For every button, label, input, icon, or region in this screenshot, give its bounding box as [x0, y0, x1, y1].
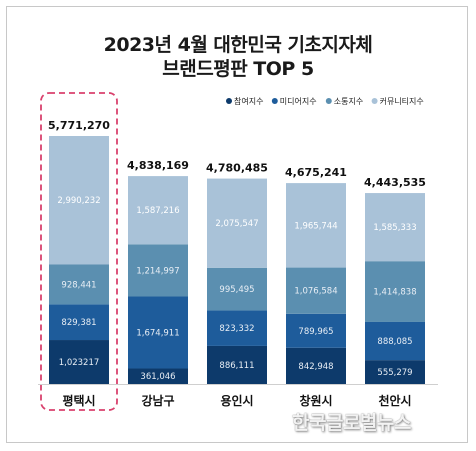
segment-value-label: 789,965 — [298, 327, 333, 337]
category-label: 용인시 — [220, 393, 253, 408]
category-label: 평택시 — [62, 393, 95, 408]
segment-value-label: 928,441 — [61, 280, 96, 290]
segment-value-label: 886,111 — [219, 361, 254, 371]
segment-value-label: 1,076,584 — [294, 287, 337, 297]
segment-value-label: 1,674,911 — [136, 328, 179, 338]
legend-swatch-3 — [325, 98, 332, 104]
bar-segment-3-series-4 — [207, 178, 267, 268]
bar-segment-1-series-2 — [49, 304, 109, 341]
bar-segment-1-series-3 — [49, 264, 109, 305]
segment-value-label: 995,495 — [219, 285, 254, 295]
category-label: 천안시 — [378, 393, 411, 408]
total-value-label: 4,838,169 — [127, 159, 189, 172]
legend-swatch-2 — [271, 98, 278, 104]
bar-segment-1-series-1 — [49, 340, 109, 384]
total-value-label: 4,675,241 — [285, 166, 347, 179]
legend-label-4: 커뮤니티지수 — [380, 96, 424, 106]
bar-segment-4-series-4 — [286, 183, 346, 268]
segment-value-label: 2,990,232 — [57, 196, 100, 206]
chart-subtitle: 브랜드평판 TOP 5 — [162, 58, 314, 80]
segment-value-label: 842,948 — [298, 362, 333, 372]
bar-segment-2-series-2 — [128, 296, 188, 369]
legend-label-3: 소통지수 — [334, 97, 363, 106]
bar-segment-3-series-3 — [207, 267, 267, 311]
category-label: 강남구 — [141, 393, 174, 408]
bar-segment-1-series-4 — [49, 136, 109, 265]
bar-segment-4-series-2 — [286, 313, 346, 348]
bar-segment-5-series-1 — [365, 360, 425, 384]
legend-swatch-1 — [226, 98, 232, 104]
total-value-label: 4,780,485 — [206, 162, 268, 175]
bar-segment-5-series-4 — [365, 193, 425, 262]
segment-value-label: 1,414,838 — [373, 288, 416, 298]
segment-value-label: 823,332 — [219, 324, 254, 334]
segment-value-label: 888,085 — [377, 337, 412, 347]
bar-segment-4-series-1 — [286, 347, 346, 384]
bar-segment-5-series-3 — [365, 261, 425, 322]
total-value-label: 4,443,535 — [364, 176, 426, 189]
chart-title: 2023년 4월 대한민국 기초지자체 — [103, 34, 373, 56]
segment-value-label: 1,585,333 — [373, 223, 416, 233]
bar-segment-4-series-3 — [286, 267, 346, 314]
bar-segment-3-series-1 — [207, 345, 267, 384]
bar-segment-2-series-3 — [128, 244, 188, 297]
bar-segment-2-series-1 — [128, 368, 188, 384]
legend-swatch-4 — [371, 98, 378, 104]
segment-value-label: 1,587,216 — [136, 206, 179, 216]
total-value-label: 5,771,270 — [48, 119, 110, 132]
segment-value-label: 555,279 — [377, 368, 412, 378]
legend-label-1: 참여지수 — [234, 96, 263, 106]
segment-value-label: 2,075,547 — [215, 219, 258, 229]
segment-value-label: 1,214,997 — [136, 266, 179, 276]
segment-value-label: 829,381 — [61, 318, 96, 328]
legend-label-2: 미디어지수 — [280, 96, 317, 106]
segment-value-label: 1,965,744 — [294, 221, 337, 231]
bar-segment-5-series-2 — [365, 321, 425, 361]
watermark: 한국글로벌뉴스 — [292, 412, 411, 434]
bar-segment-3-series-2 — [207, 310, 267, 346]
category-label: 창원시 — [299, 393, 332, 408]
highlight-box — [40, 92, 118, 411]
segment-value-label: 361,046 — [140, 372, 175, 382]
segment-value-label: 1,023217 — [59, 358, 100, 368]
bar-segment-2-series-4 — [128, 176, 188, 245]
